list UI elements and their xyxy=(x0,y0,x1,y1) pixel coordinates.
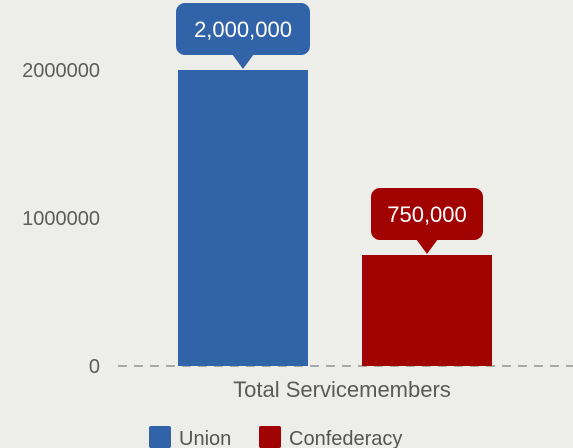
legend-item-union[interactable]: Union xyxy=(149,426,231,448)
data-label-text: 2,000,000 xyxy=(194,17,292,42)
data-label-text: 750,000 xyxy=(387,202,467,227)
callout-box xyxy=(176,3,310,55)
y-tick-label: 0 xyxy=(89,356,100,378)
legend: Union Confederacy xyxy=(149,426,402,448)
y-axis: 0 1000000 2000000 xyxy=(22,60,100,378)
callout-box xyxy=(371,188,483,240)
legend-swatch xyxy=(259,426,281,448)
data-label-group: 2,000,000 750,000 xyxy=(176,3,483,254)
legend-item-confederacy[interactable]: Confederacy xyxy=(259,426,402,448)
callout-pointer xyxy=(232,54,254,69)
y-tick-label: 2000000 xyxy=(22,60,100,82)
legend-swatch xyxy=(149,426,171,448)
y-tick-label: 1000000 xyxy=(22,208,100,230)
bar-confederacy xyxy=(362,255,492,366)
category-label: Total Servicemembers xyxy=(233,377,451,402)
data-label-union: 2,000,000 xyxy=(176,3,310,69)
legend-label: Union xyxy=(179,428,231,448)
data-label-confederacy: 750,000 xyxy=(371,188,483,254)
bar-series-group xyxy=(178,70,492,366)
bar-union xyxy=(178,70,308,366)
legend-label: Confederacy xyxy=(289,428,402,448)
callout-pointer xyxy=(416,239,438,254)
